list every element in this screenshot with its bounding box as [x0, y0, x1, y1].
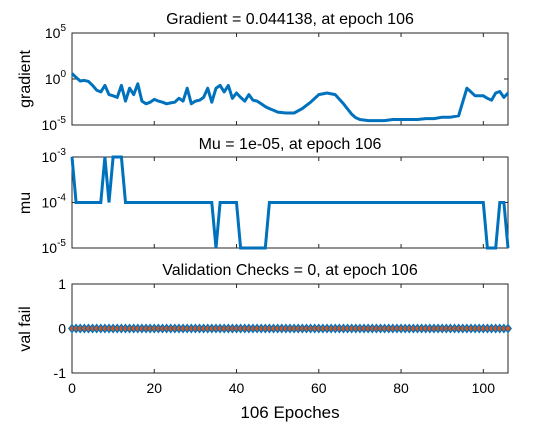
mu-ylabel: mu [17, 192, 34, 214]
x-tick-label: 60 [311, 380, 327, 396]
x-tick-label: 20 [146, 380, 162, 396]
x-tick-label: 40 [229, 380, 245, 396]
y-tick-label: 10-5 [42, 238, 67, 256]
gradient-title: Gradient = 0.044138, at epoch 106 [166, 11, 414, 28]
y-tick-label: 10-5 [42, 115, 67, 133]
mu-title: Mu = 1e-05, at epoch 106 [199, 136, 382, 153]
y-tick-label: 10-4 [42, 193, 67, 211]
gradient-axes-frame [71, 32, 509, 126]
y-tick-label: 0 [58, 321, 66, 337]
y-tick-label: 100 [45, 69, 67, 87]
mu-series-line [70, 155, 510, 250]
gradient-series-line [70, 72, 510, 123]
x-tick-label: 80 [393, 380, 409, 396]
x-tick-label: 100 [472, 380, 496, 396]
y-tick-label: 1 [58, 276, 66, 292]
gradient-ylabel: gradient [17, 50, 34, 108]
y-tick-label: -1 [54, 365, 67, 381]
valfail-point [504, 323, 512, 334]
x-tick-label: 0 [68, 380, 76, 396]
valfail-panel: Validation Checks = 0, at epoch 106 -101… [17, 262, 512, 422]
y-tick-label: 10-3 [42, 147, 67, 165]
gradient-panel: Gradient = 0.044138, at epoch 106 10-5 10… [17, 11, 510, 133]
mu-panel: Mu = 1e-05, at epoch 106 10-5 10-4 10-3 mu [17, 136, 510, 256]
valfail-ylabel: val fail [17, 306, 34, 351]
x-axis-label: 106 Epoches [240, 403, 339, 422]
y-tick-label: 105 [45, 23, 67, 41]
valfail-title: Validation Checks = 0, at epoch 106 [162, 262, 418, 279]
